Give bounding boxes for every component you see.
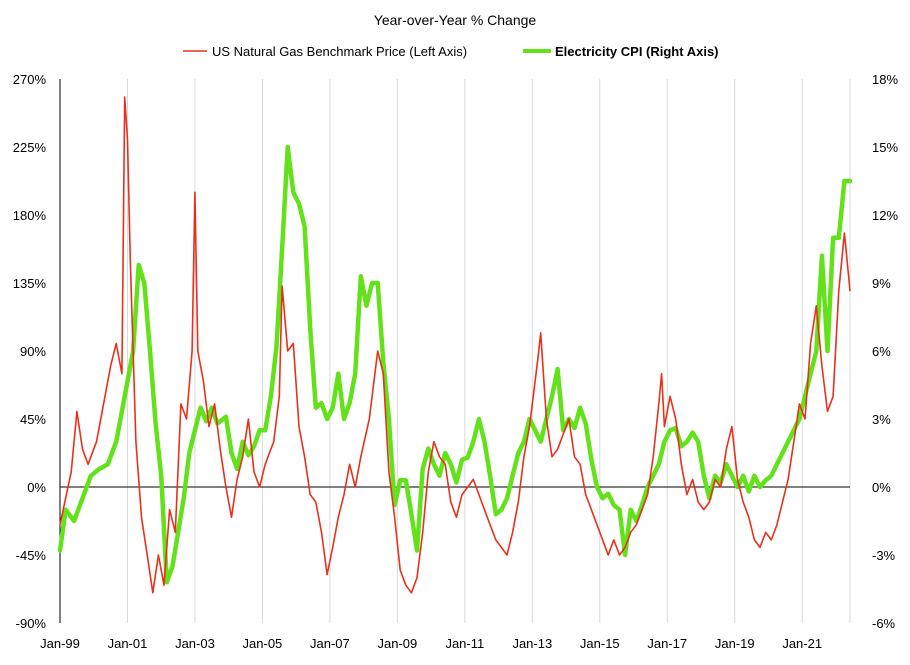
right-tick-label: 3% (872, 412, 891, 427)
x-tick-label: Jan-07 (310, 636, 350, 651)
left-tick-label: 270% (13, 72, 47, 87)
series-line-natural-gas (59, 96, 851, 594)
x-tick-label: Jan-09 (377, 636, 417, 651)
left-tick-label: 180% (13, 208, 47, 223)
x-tick-label: Jan-21 (782, 636, 822, 651)
left-tick-label: -45% (16, 548, 47, 563)
x-tick-label: Jan-11 (445, 636, 484, 651)
x-tick-label: Jan-01 (108, 636, 148, 651)
x-tick-label: Jan-15 (580, 636, 620, 651)
left-axis: 270% 225% 180% 135% 90% 45% 0% -45% -90% (13, 72, 47, 631)
left-tick-label: -90% (16, 616, 47, 631)
left-tick-label: 45% (20, 412, 46, 427)
left-tick-label: 135% (13, 276, 47, 291)
x-tick-label: Jan-99 (40, 636, 80, 651)
left-tick-label: 0% (27, 480, 46, 495)
left-tick-label: 225% (13, 140, 47, 155)
right-tick-label: 18% (872, 72, 898, 87)
series (57, 96, 853, 594)
legend-label-electricity: Electricity CPI (Right Axis) (555, 44, 719, 59)
right-axis: 18% 15% 12% 9% 6% 3% 0% -3% -6% (872, 72, 898, 631)
right-tick-label: 0% (872, 480, 891, 495)
legend-label-gas: US Natural Gas Benchmark Price (Left Axi… (212, 44, 467, 59)
x-tick-label: Jan-05 (243, 636, 283, 651)
x-tick-label: Jan-17 (647, 636, 687, 651)
right-tick-label: 12% (872, 208, 898, 223)
right-tick-label: 9% (872, 276, 891, 291)
x-tick-label: Jan-13 (512, 636, 552, 651)
x-axis: Jan-99 Jan-01 Jan-03 Jan-05 Jan-07 Jan-09 Jan-… (40, 636, 822, 651)
left-tick-label: 90% (20, 344, 46, 359)
right-tick-label: -6% (872, 616, 896, 631)
chart-title: Year-over-Year % Change (374, 12, 537, 28)
right-tick-label: -3% (872, 548, 896, 563)
x-tick-label: Jan-03 (175, 636, 215, 651)
legend: US Natural Gas Benchmark Price (Left Axi… (183, 44, 719, 59)
right-tick-label: 6% (872, 344, 891, 359)
right-tick-label: 15% (872, 140, 898, 155)
x-tick-label: Jan-19 (715, 636, 755, 651)
